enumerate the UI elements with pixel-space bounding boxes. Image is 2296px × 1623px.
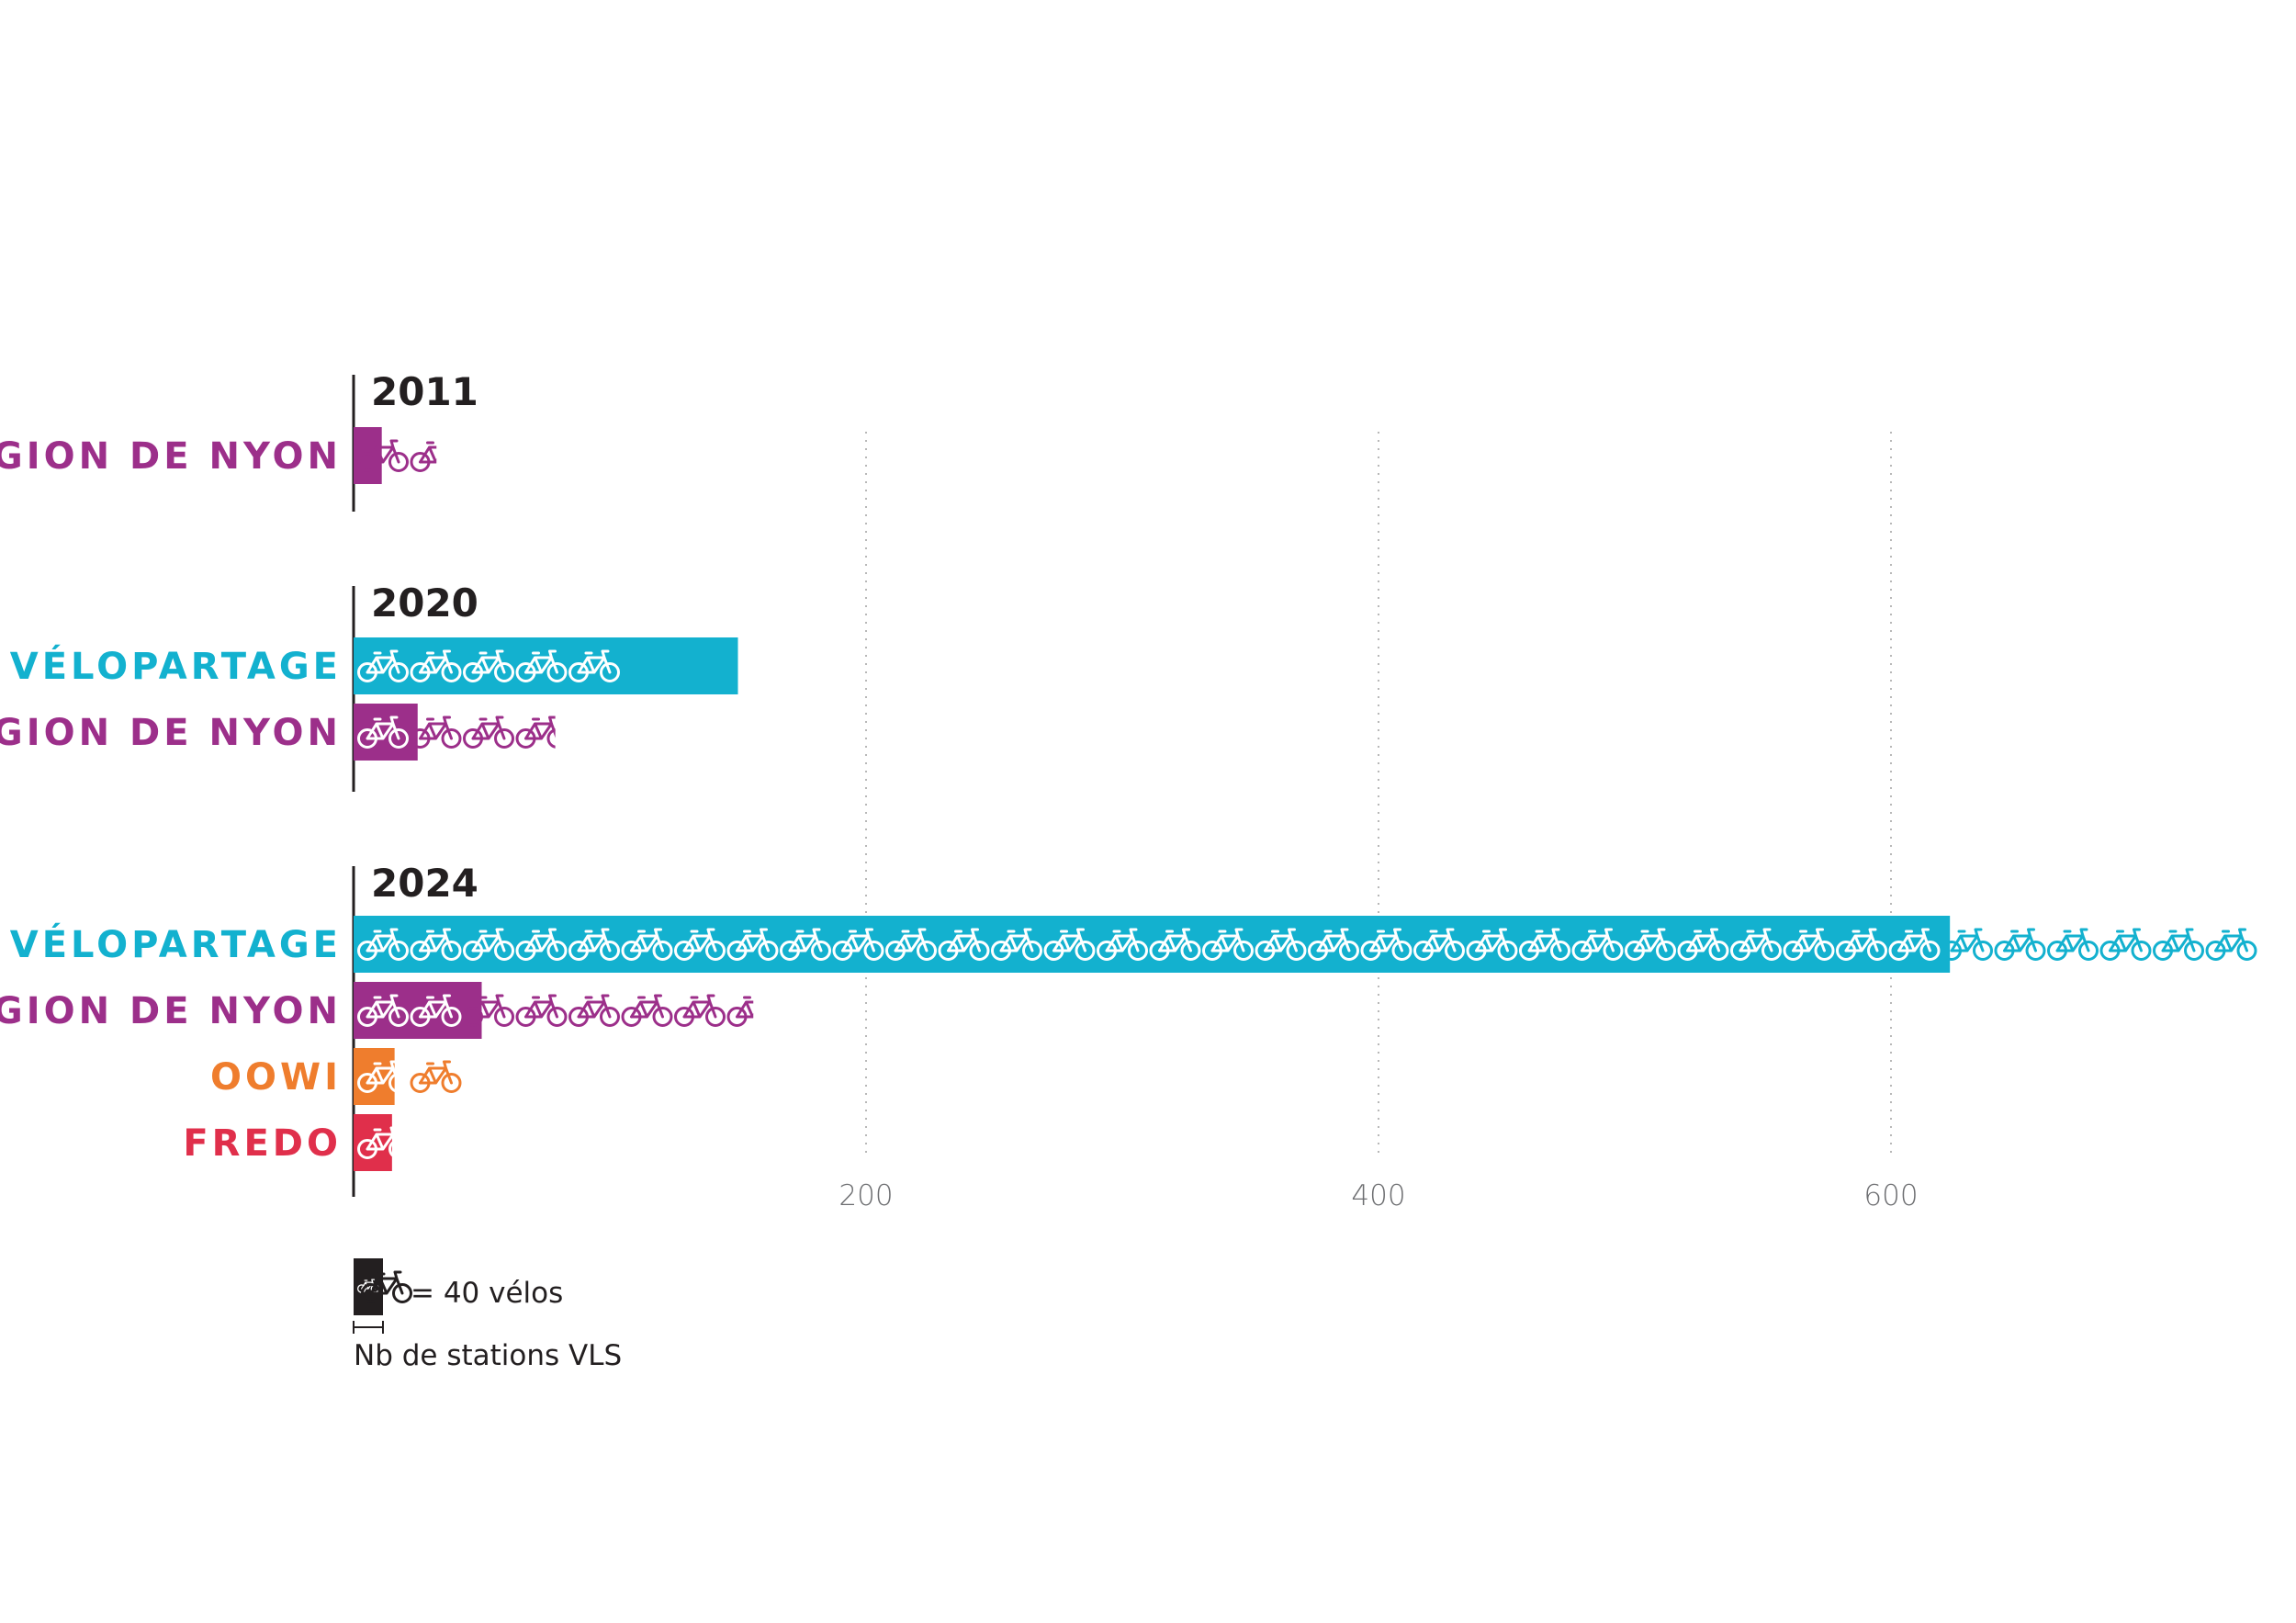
legend: = 40 vélos Nb de stations VLS	[353, 1258, 622, 1372]
bike-icon	[2047, 928, 2099, 961]
bike-icon	[515, 716, 556, 749]
legend-bracket	[353, 1321, 384, 1334]
bike-icon	[463, 716, 514, 749]
operator-label: OOWI	[210, 1056, 342, 1099]
tick-label: 200	[838, 1179, 893, 1212]
bike-icon	[1941, 928, 1993, 961]
station-bar	[354, 704, 418, 761]
bike-icon-partial	[410, 439, 437, 472]
bike-icon	[410, 439, 437, 472]
year-label: 2011	[371, 369, 478, 414]
bike-icon	[2205, 928, 2257, 961]
bike-icon	[515, 994, 568, 1027]
bike-icon-partial	[515, 716, 556, 749]
bike-icon	[568, 994, 620, 1027]
group-2011: 2011 RÉGION DE NYON	[0, 369, 478, 512]
bike-icon	[726, 994, 754, 1027]
operator-label: VÉLOPARTAGE	[10, 922, 342, 966]
bike-icon	[2153, 928, 2204, 961]
group-2020: 2020 VÉLOPARTAGE RÉGION DE NYON	[0, 580, 738, 792]
operator-label: FREDO	[183, 1122, 342, 1165]
year-label: 2020	[371, 580, 478, 626]
gridlines	[865, 432, 1892, 1159]
chart-groups: 2011 RÉGION DE NYON 2020 VÉLOPARTAGE RÉGION …	[0, 369, 2257, 1197]
bar-row: VÉLOPARTAGE	[10, 637, 738, 694]
bike-icon	[621, 994, 673, 1027]
group-2024: 2024 VÉLOPARTAGE RÉGION DE NYON OOWI FREDO	[0, 861, 2257, 1197]
bar-row: VÉLOPARTAGE	[10, 916, 2257, 973]
x-axis-ticks: 200400600800100012001400	[838, 1179, 1918, 1212]
tick-label: 600	[1863, 1179, 1918, 1212]
bar-row: OOWI	[210, 1048, 462, 1105]
bike-icon	[674, 994, 726, 1027]
legend-bar-label: Nb de stations VLS	[354, 1339, 622, 1372]
bar-row: FREDO	[183, 1114, 404, 1171]
operator-label: RÉGION DE NYON	[0, 988, 342, 1032]
station-bar	[354, 427, 382, 484]
operator-label: VÉLOPARTAGE	[10, 644, 342, 688]
bar-row: RÉGION DE NYON	[0, 427, 437, 484]
legend-icon-label: = 40 vélos	[411, 1277, 563, 1310]
bike-icon	[2099, 928, 2152, 961]
bike-icon	[1994, 928, 2046, 961]
tick-label: 400	[1351, 1179, 1405, 1212]
bike-icon	[410, 716, 462, 749]
bar-row: RÉGION DE NYON	[0, 982, 754, 1039]
operator-label: RÉGION DE NYON	[0, 434, 342, 478]
bike-icon	[410, 1060, 462, 1093]
operator-label: RÉGION DE NYON	[0, 710, 342, 754]
bike-icon-partial	[726, 994, 754, 1027]
bar-row: RÉGION DE NYON	[0, 704, 556, 761]
year-label: 2024	[371, 861, 478, 906]
